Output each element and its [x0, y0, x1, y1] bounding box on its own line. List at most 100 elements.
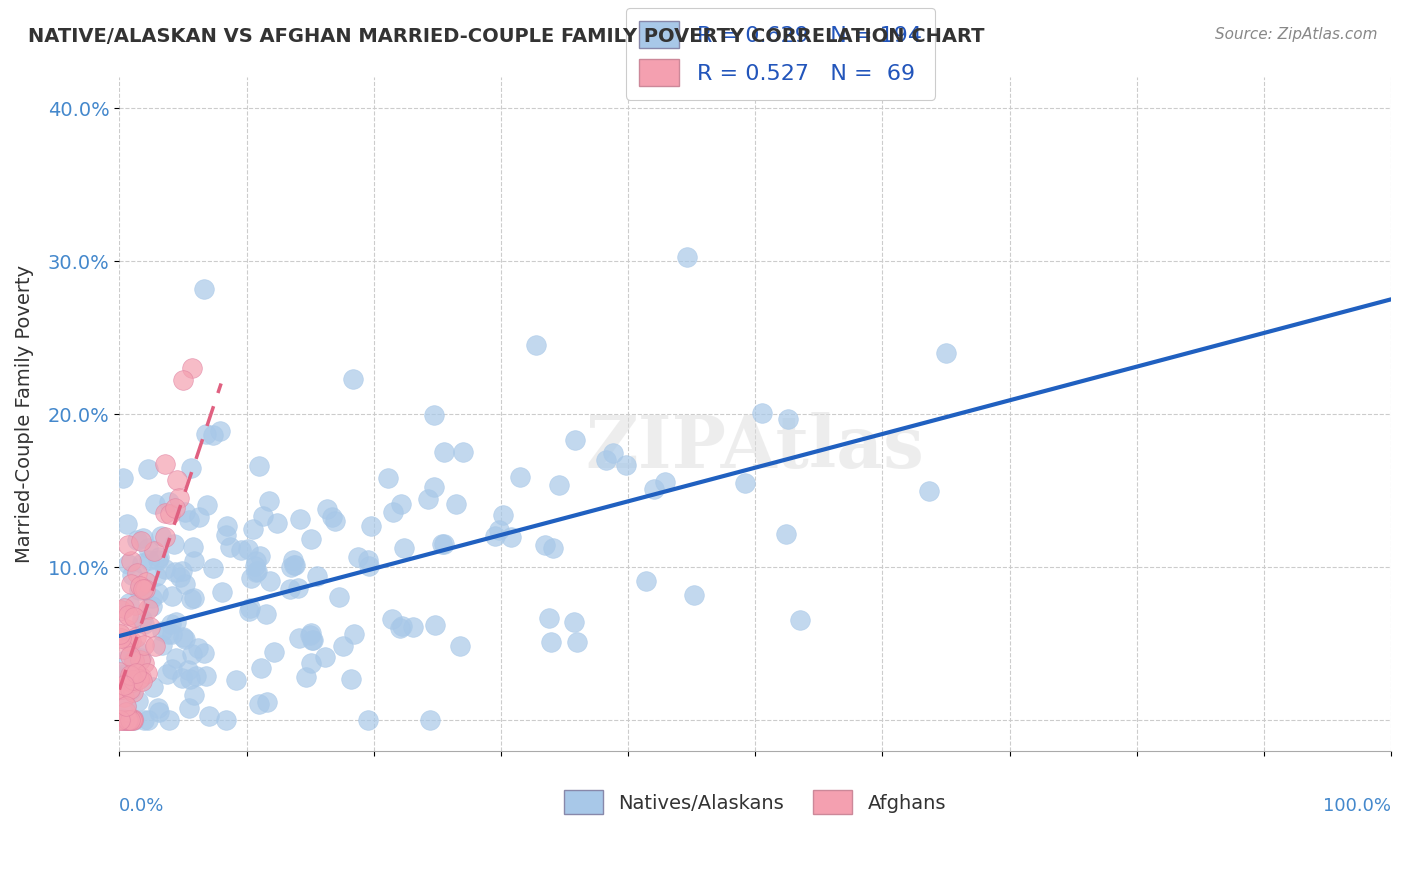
Text: NATIVE/ALASKAN VS AFGHAN MARRIED-COUPLE FAMILY POVERTY CORRELATION CHART: NATIVE/ALASKAN VS AFGHAN MARRIED-COUPLE …	[28, 27, 984, 45]
Point	[172, 630, 194, 644]
Point	[283, 558, 305, 572]
Point	[245, 566, 267, 580]
Point	[139, 620, 162, 634]
Point	[117, 516, 139, 531]
Point	[430, 537, 453, 551]
Point	[169, 570, 191, 584]
Point	[776, 412, 799, 426]
Point	[160, 627, 183, 641]
Point	[332, 639, 354, 653]
Point	[150, 638, 173, 652]
Point	[595, 453, 617, 467]
Point	[135, 575, 157, 590]
Point	[120, 554, 142, 568]
Point	[299, 657, 322, 671]
Point	[360, 518, 382, 533]
Point	[136, 601, 159, 615]
Point	[148, 586, 170, 600]
Point	[179, 672, 201, 686]
Point	[145, 569, 167, 583]
Point	[153, 457, 176, 471]
Point	[115, 698, 138, 713]
Point	[488, 523, 510, 537]
Point	[195, 498, 218, 512]
Point	[125, 533, 148, 548]
Point	[114, 667, 136, 681]
Point	[299, 625, 322, 640]
Point	[389, 621, 412, 635]
Point	[160, 590, 183, 604]
Point	[562, 615, 585, 629]
Legend: Natives/Alaskans, Afghans: Natives/Alaskans, Afghans	[557, 782, 955, 822]
Point	[214, 713, 236, 727]
Point	[492, 508, 515, 522]
Point	[114, 713, 136, 727]
Point	[432, 537, 454, 551]
Point	[509, 470, 531, 484]
Point	[287, 631, 309, 645]
Point	[357, 559, 380, 574]
Point	[236, 542, 259, 557]
Point	[219, 540, 242, 554]
Point	[117, 607, 139, 622]
Point	[484, 528, 506, 542]
Point	[254, 607, 277, 622]
Point	[112, 690, 135, 705]
Point	[187, 640, 209, 655]
Point	[357, 713, 380, 727]
Point	[263, 645, 285, 659]
Point	[245, 554, 267, 568]
Point	[217, 519, 239, 533]
Point	[775, 527, 797, 541]
Point	[402, 620, 425, 634]
Point	[125, 665, 148, 680]
Point	[193, 282, 215, 296]
Point	[166, 651, 188, 665]
Point	[682, 588, 704, 602]
Point	[323, 515, 346, 529]
Point	[170, 671, 193, 685]
Point	[328, 590, 350, 604]
Point	[183, 688, 205, 702]
Point	[121, 712, 143, 726]
Point	[288, 512, 311, 526]
Point	[418, 492, 440, 507]
Point	[389, 497, 412, 511]
Point	[195, 669, 218, 683]
Point	[155, 506, 177, 520]
Point	[918, 484, 941, 499]
Point	[124, 630, 146, 644]
Point	[153, 562, 176, 576]
Point	[602, 446, 624, 460]
Point	[540, 635, 562, 649]
Point	[122, 685, 145, 699]
Point	[120, 577, 142, 591]
Point	[129, 670, 152, 684]
Point	[121, 648, 143, 662]
Point	[181, 361, 204, 376]
Point	[163, 565, 186, 579]
Point	[242, 522, 264, 536]
Point	[449, 639, 471, 653]
Point	[256, 695, 278, 709]
Point	[125, 566, 148, 581]
Point	[176, 664, 198, 678]
Point	[112, 601, 135, 615]
Point	[537, 611, 560, 625]
Point	[159, 508, 181, 522]
Point	[211, 585, 233, 599]
Point	[118, 668, 141, 682]
Point	[157, 627, 180, 641]
Point	[654, 475, 676, 489]
Point	[302, 632, 325, 647]
Point	[156, 666, 179, 681]
Point	[422, 409, 444, 423]
Point	[160, 617, 183, 632]
Point	[257, 494, 280, 508]
Point	[259, 574, 281, 589]
Point	[343, 627, 366, 641]
Text: 100.0%: 100.0%	[1323, 797, 1391, 814]
Point	[111, 654, 134, 668]
Point	[110, 631, 132, 645]
Point	[180, 461, 202, 475]
